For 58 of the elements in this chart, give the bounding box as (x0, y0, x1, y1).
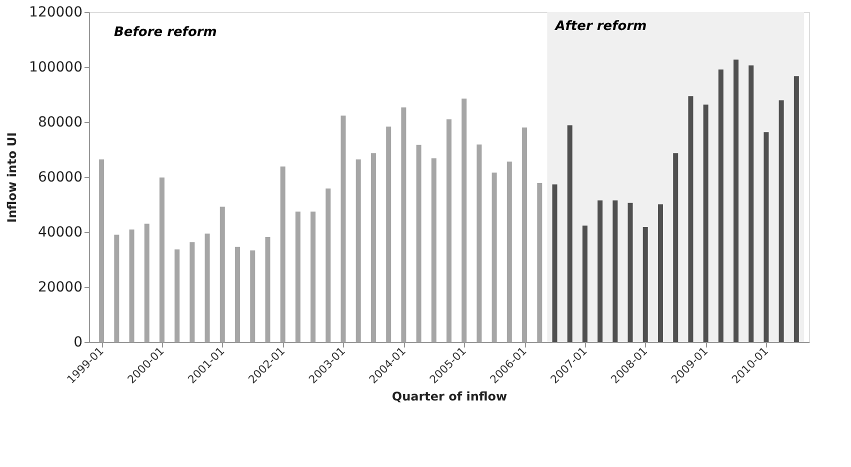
bar (416, 144, 422, 342)
bar (778, 100, 784, 342)
y-tick-label: 80000 (38, 114, 82, 130)
bar (129, 230, 134, 342)
bar (265, 236, 270, 342)
bar (114, 234, 120, 342)
bar (552, 184, 558, 342)
bar (310, 212, 316, 342)
bar (598, 200, 603, 342)
annotation: Before reform (114, 25, 217, 40)
bar (688, 96, 694, 342)
bar (386, 126, 392, 342)
bar (734, 60, 739, 342)
bar (220, 206, 225, 342)
bar (492, 172, 497, 342)
bar (99, 159, 104, 342)
bar (476, 144, 482, 342)
bar (748, 65, 754, 342)
y-tick-label: 40000 (38, 224, 82, 240)
bar (190, 242, 195, 342)
bar (537, 183, 542, 342)
bar (401, 107, 406, 342)
bar (462, 98, 467, 342)
bar (326, 188, 331, 342)
bar (522, 128, 528, 342)
y-axis-title: Inflow into UI (5, 132, 20, 223)
bar (506, 162, 512, 342)
annotation: After reform (554, 19, 647, 34)
bar (703, 104, 708, 342)
bar (174, 249, 180, 342)
bar (280, 166, 286, 342)
bar (370, 153, 376, 342)
bar (764, 132, 769, 342)
bar (340, 116, 346, 342)
bar (612, 200, 618, 342)
bar (356, 159, 361, 342)
bar (567, 125, 572, 342)
bar (250, 250, 256, 342)
bar (446, 119, 452, 342)
bar (582, 226, 588, 342)
bar (794, 76, 799, 342)
bar (718, 69, 724, 342)
bar (658, 204, 663, 342)
y-tick-label: 60000 (38, 170, 82, 186)
bar (642, 227, 648, 342)
y-tick-label: 120000 (29, 4, 82, 20)
bar (628, 202, 633, 342)
bar (295, 212, 300, 342)
bar (673, 153, 678, 342)
y-tick-label: 0 (74, 334, 82, 350)
x-axis-title: Quarter of inflow (392, 390, 508, 404)
bar (431, 158, 436, 342)
y-tick-label: 20000 (38, 280, 82, 296)
bar (235, 246, 240, 342)
bar (159, 178, 164, 342)
y-tick-label: 100000 (29, 60, 82, 76)
bar (144, 224, 150, 342)
bar (204, 234, 210, 342)
